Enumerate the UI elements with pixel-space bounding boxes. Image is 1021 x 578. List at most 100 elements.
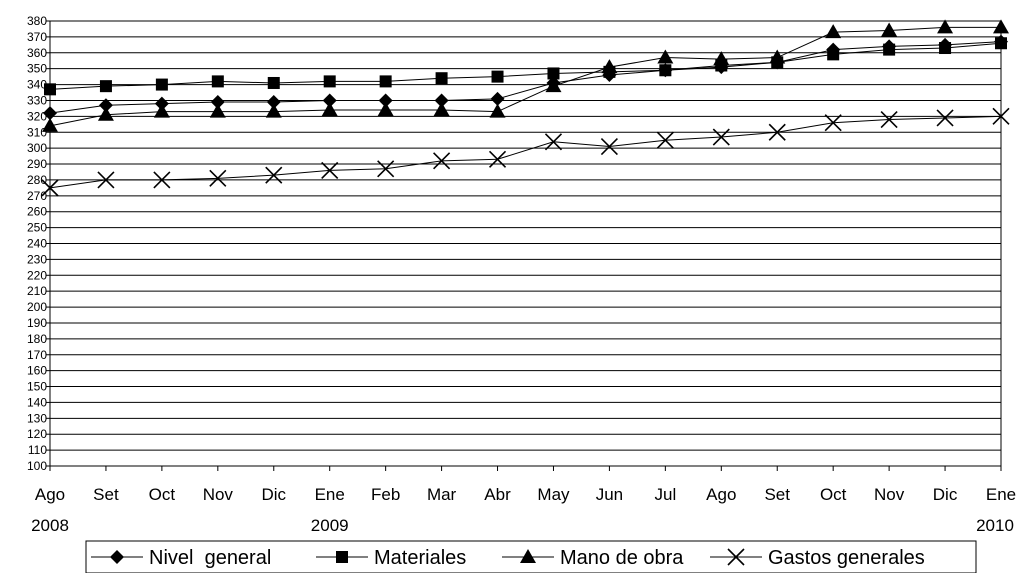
x-year-label: 2010 <box>976 516 1014 535</box>
series-materiales <box>44 37 1007 96</box>
data-point-materiales <box>827 48 840 61</box>
data-point-materiales <box>99 80 112 93</box>
data-point-nivel-general <box>210 95 225 110</box>
data-point-mano-de-obra <box>153 103 170 118</box>
data-point-materiales <box>883 43 896 56</box>
y-tick-label: 320 <box>27 109 47 123</box>
data-point-materiales <box>659 64 672 77</box>
legend-item-materiales: Materiales <box>316 547 466 569</box>
x-tick-label: Dic <box>933 485 958 504</box>
x-marker-stroke <box>936 109 954 127</box>
y-tick-label: 210 <box>27 284 47 298</box>
x-tick-label: Jun <box>596 485 623 504</box>
data-point-mano-de-obra <box>321 102 338 116</box>
y-tick-label: 170 <box>27 348 47 362</box>
data-point-gastos-generales <box>153 171 171 189</box>
x-tick-label: Ago <box>35 485 65 504</box>
y-tick-label: 160 <box>27 364 47 378</box>
y-tick-label: 220 <box>27 268 47 282</box>
x-year-label: 2009 <box>311 516 349 535</box>
y-tick-label: 280 <box>27 173 47 187</box>
y-tick-label: 190 <box>27 316 47 330</box>
data-point-nivel-general <box>266 95 281 110</box>
legend-marker-diamond <box>110 550 124 564</box>
x-tick-label: Feb <box>371 485 400 504</box>
y-tick-label: 380 <box>27 14 47 28</box>
y-tick-label: 120 <box>27 427 47 441</box>
data-point-materiales <box>995 37 1007 50</box>
x-marker-stroke <box>433 152 451 170</box>
data-point-mano-de-obra <box>545 78 562 93</box>
x-year-label: 2008 <box>31 516 69 535</box>
y-tick-label: 180 <box>27 332 47 346</box>
x-marker-stroke <box>600 137 618 156</box>
legend-label: Nivel general <box>149 547 271 569</box>
data-point-nivel-general <box>98 98 113 113</box>
data-point-nivel-general <box>322 93 337 108</box>
data-point-mano-de-obra <box>489 103 506 118</box>
data-point-mano-de-obra <box>265 103 282 118</box>
x-tick-label: Ene <box>315 485 345 504</box>
x-tick-label: Abr <box>484 485 511 504</box>
data-point-mano-de-obra <box>42 117 58 132</box>
data-point-mano-de-obra <box>937 19 954 34</box>
data-point-materiales <box>491 70 504 83</box>
y-tick-label: 270 <box>27 189 47 203</box>
legend-marker-x <box>727 548 745 566</box>
data-point-mano-de-obra <box>825 24 842 39</box>
data-point-mano-de-obra <box>97 106 114 121</box>
series-line-mano-de-obra <box>49 26 1001 127</box>
legend-item-nivel-general: Nivel general <box>91 547 271 569</box>
data-point-materiales <box>939 42 952 55</box>
series-gastos-generales <box>41 107 1010 197</box>
y-tick-label: 150 <box>27 380 47 394</box>
data-point-materiales <box>435 72 448 85</box>
data-point-mano-de-obra <box>433 102 450 116</box>
y-tick-label: 260 <box>27 205 47 219</box>
data-point-materiales <box>323 75 336 88</box>
x-marker-stroke <box>656 131 674 149</box>
series-line-materiales <box>49 42 1002 90</box>
x-tick-label: Dic <box>261 485 286 504</box>
data-point-gastos-generales <box>712 128 730 146</box>
x-marker-stroke <box>880 110 898 129</box>
x-marker-stroke <box>153 171 171 189</box>
data-point-materiales <box>547 67 560 80</box>
data-point-materiales <box>267 76 280 89</box>
data-point-mano-de-obra <box>713 51 730 66</box>
y-tick-label: 350 <box>27 62 47 76</box>
data-point-gastos-generales <box>433 152 451 170</box>
x-tick-label: Ago <box>706 485 736 504</box>
x-tick-label: Jul <box>654 485 676 504</box>
legend-item-gastos-generales: Gastos generales <box>710 547 925 569</box>
x-marker-stroke <box>768 123 786 141</box>
series-line-nivel-general <box>49 41 1002 114</box>
grid-lines <box>50 20 1001 467</box>
legend-label: Materiales <box>374 547 466 569</box>
data-point-gastos-generales <box>41 179 59 197</box>
x-marker-stroke <box>97 171 115 189</box>
x-marker-stroke <box>377 160 395 178</box>
data-point-gastos-generales <box>880 110 898 129</box>
data-point-mano-de-obra <box>993 19 1009 34</box>
y-tick-label: 230 <box>27 252 47 266</box>
data-point-gastos-generales <box>768 123 786 141</box>
data-point-nivel-general <box>378 93 393 108</box>
data-point-mano-de-obra <box>881 22 898 37</box>
data-point-mano-de-obra <box>601 59 618 74</box>
data-point-materiales <box>379 75 392 88</box>
y-tick-label: 300 <box>27 141 47 155</box>
y-tick-label: 370 <box>27 30 47 44</box>
data-point-gastos-generales <box>209 169 227 187</box>
x-marker-stroke <box>321 161 339 179</box>
data-point-mano-de-obra <box>769 49 786 64</box>
data-point-materiales <box>211 75 224 88</box>
data-point-gastos-generales <box>321 161 339 179</box>
data-point-gastos-generales <box>992 107 1010 125</box>
y-tick-label: 290 <box>27 157 47 171</box>
series-mano-de-obra <box>42 19 1009 132</box>
data-point-gastos-generales <box>488 150 507 168</box>
y-tick-label: 130 <box>27 411 47 425</box>
